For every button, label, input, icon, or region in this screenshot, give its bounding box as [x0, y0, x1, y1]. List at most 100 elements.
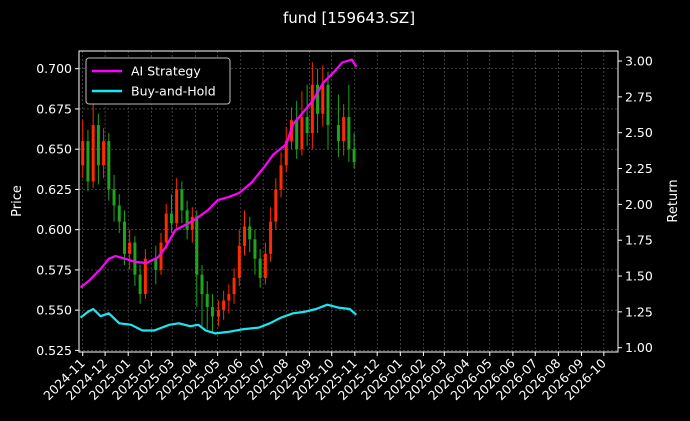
- price-candle: [321, 65, 325, 127]
- y-right-tick-label: 1.00: [625, 340, 653, 355]
- y-right-tick-label: 1.25: [625, 304, 653, 319]
- candle-body: [227, 294, 231, 301]
- candle-body: [91, 125, 95, 182]
- price-candle: [164, 203, 168, 249]
- y-right-tick-label: 1.75: [625, 233, 653, 248]
- price-candle: [195, 210, 199, 307]
- price-candle: [81, 120, 85, 179]
- y-left-tick-label: 0.625: [36, 182, 72, 197]
- legend-label: AI Strategy: [131, 64, 201, 79]
- candle-body: [175, 189, 179, 224]
- candle-body: [138, 274, 142, 295]
- candle-body: [154, 258, 158, 270]
- y-left-tick-label: 0.675: [36, 101, 72, 116]
- price-candle: [200, 265, 204, 327]
- price-candle: [326, 71, 330, 150]
- price-candle: [190, 207, 194, 243]
- candle-body: [326, 84, 330, 126]
- candle-body: [195, 216, 199, 275]
- candle-body: [310, 84, 314, 134]
- candle-body: [200, 274, 204, 295]
- candle-body: [336, 125, 340, 142]
- price-candle: [143, 248, 147, 299]
- candle-body: [210, 306, 214, 317]
- candle-body: [316, 84, 320, 114]
- price-candle: [216, 300, 220, 327]
- candle-body: [342, 116, 346, 142]
- price-candle: [122, 210, 126, 266]
- series-line-ai-strategy: [79, 58, 358, 289]
- candle-body: [117, 205, 121, 222]
- y-right-tick-label: 1.50: [625, 269, 653, 284]
- price-candle: [107, 133, 111, 201]
- price-candle: [269, 207, 273, 262]
- candle-body: [122, 221, 126, 254]
- y-left-tick-label: 0.550: [36, 303, 72, 318]
- price-candle: [205, 281, 209, 330]
- candle-body: [216, 310, 220, 317]
- price-candle: [336, 94, 340, 158]
- price-candle: [185, 200, 189, 240]
- y-left-tick-label: 0.575: [36, 262, 72, 277]
- candle-body: [305, 116, 309, 134]
- candle-body: [237, 245, 241, 278]
- y-axis-right-label: Return: [666, 179, 681, 222]
- price-candle: [305, 84, 309, 146]
- candle-body: [86, 141, 90, 182]
- price-candle: [138, 265, 142, 304]
- price-candle: [154, 245, 158, 285]
- y-left-tick-label: 0.650: [36, 142, 72, 157]
- price-candle: [279, 152, 283, 198]
- candle-body: [81, 141, 85, 166]
- y-right-tick-label: 2.25: [625, 161, 653, 176]
- candle-body: [159, 242, 163, 270]
- price-candle: [295, 100, 299, 159]
- price-candle: [175, 178, 179, 230]
- price-candles: [81, 62, 356, 333]
- price-candle: [310, 62, 314, 150]
- candle-body: [143, 258, 147, 295]
- plot-frame: [78, 50, 619, 353]
- price-candle: [169, 194, 173, 233]
- legend: AI Strategy Buy-and-Hold: [85, 57, 231, 105]
- candle-body: [107, 141, 111, 190]
- y-right-tick-label: 2.50: [625, 125, 653, 140]
- candle-body: [284, 141, 288, 166]
- price-candle: [243, 210, 247, 256]
- candle-body: [133, 242, 137, 275]
- price-candle: [300, 91, 304, 156]
- price-candle: [352, 133, 356, 169]
- candle-body: [128, 242, 132, 254]
- price-candle: [117, 194, 121, 233]
- candle-body: [347, 116, 351, 150]
- y-right-tick-label: 3.00: [625, 54, 653, 69]
- legend-box: [85, 57, 231, 105]
- candle-body: [180, 189, 184, 211]
- price-candle: [237, 229, 241, 287]
- candle-body: [295, 120, 299, 150]
- candle-body: [274, 189, 278, 222]
- candle-body: [258, 258, 262, 278]
- candle-body: [190, 216, 194, 230]
- y-left-tick-label: 0.600: [36, 222, 72, 237]
- candle-body: [352, 149, 356, 163]
- candle-body: [253, 239, 257, 259]
- price-candle: [232, 268, 236, 304]
- candle-body: [248, 226, 252, 240]
- candle-body: [205, 294, 209, 307]
- y-axis-right: 1.00 1.25 1.50 1.75 2.00 2.25 2.50 2.75 3.00: [618, 54, 653, 355]
- y-left-tick-label: 0.525: [36, 343, 72, 358]
- price-candle: [258, 248, 262, 288]
- candle-body: [164, 213, 168, 243]
- price-candle: [316, 68, 320, 134]
- price-candle: [112, 174, 116, 222]
- price-candle: [91, 94, 95, 188]
- price-candle: [274, 178, 278, 230]
- price-candle: [86, 129, 90, 192]
- y-axis-left: 0.525 0.550 0.575 0.600 0.625 0.650 0.675 0.700: [36, 61, 79, 358]
- candle-body: [169, 213, 173, 224]
- candle-body: [243, 226, 247, 246]
- price-candle: [102, 128, 106, 179]
- price-candle: [284, 126, 288, 172]
